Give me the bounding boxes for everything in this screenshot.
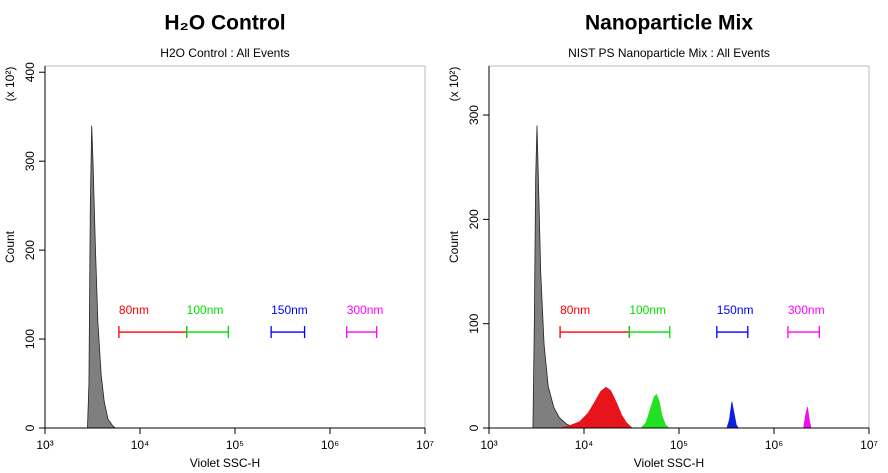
y-tick-label: 200 (467, 209, 481, 229)
y-tick-label: 300 (467, 105, 481, 125)
histogram-area (803, 407, 812, 429)
x-tick-label: 10⁶ (321, 438, 339, 452)
y-multiplier: (x 10²) (447, 67, 461, 102)
histogram-area (559, 386, 633, 429)
y-tick-label: 400 (23, 62, 37, 82)
plot-frame (44, 65, 426, 429)
gate-label: 300nm (347, 303, 384, 317)
y-tick-label: 100 (467, 313, 481, 333)
x-tick-label: 10³ (480, 438, 497, 452)
x-tick-label: 10⁵ (670, 438, 688, 452)
histogram-area (640, 393, 670, 429)
x-tick-label: 10⁷ (860, 438, 878, 452)
y-tick-label: 0 (467, 424, 481, 431)
chart-subtitle: NIST PS Nanoparticle Mix : All Events (568, 46, 770, 60)
gate-label: 100nm (629, 303, 666, 317)
x-tick-label: 10⁴ (131, 438, 150, 452)
y-tick-label: 200 (23, 240, 37, 260)
x-tick-label: 10⁴ (575, 438, 594, 452)
gate-label: 300nm (788, 303, 825, 317)
gate-label: 150nm (271, 303, 308, 317)
x-axis-label: Violet SSC-H (634, 456, 704, 470)
chart-title: H₂O Control (164, 12, 285, 35)
x-tick-label: 10⁷ (416, 438, 434, 452)
gate-label: 150nm (717, 303, 754, 317)
gate-label: 100nm (187, 303, 224, 317)
x-tick-label: 10³ (36, 438, 53, 452)
histogram-area (726, 401, 739, 429)
x-tick-label: 10⁵ (226, 438, 244, 452)
y-multiplier: (x 10²) (3, 67, 17, 102)
histogram-area (532, 125, 575, 429)
y-tick-label: 100 (23, 329, 37, 349)
y-axis-label: Count (447, 230, 461, 263)
gate-label: 80nm (560, 303, 590, 317)
histogram-area (87, 125, 117, 429)
chart-title: Nanoparticle Mix (585, 12, 753, 35)
x-axis-label: Violet SSC-H (190, 456, 260, 470)
y-tick-label: 0 (23, 424, 37, 431)
gate-label: 80nm (119, 303, 149, 317)
x-tick-label: 10⁶ (765, 438, 783, 452)
y-axis-label: Count (3, 230, 17, 263)
chart-subtitle: H2O Control : All Events (160, 46, 289, 60)
y-tick-label: 300 (23, 151, 37, 171)
